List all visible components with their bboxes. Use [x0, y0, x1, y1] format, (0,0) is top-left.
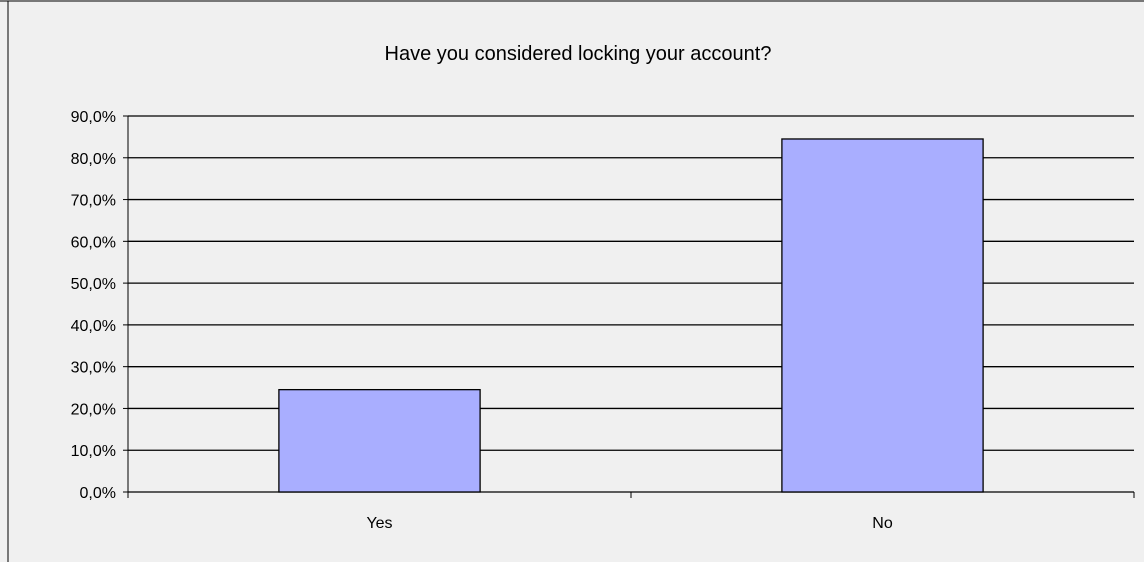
x-category-labels: Yes No: [366, 515, 892, 532]
y-tick-label: 80,0%: [71, 151, 116, 168]
chart-title: Have you considered locking your account…: [385, 43, 772, 65]
bar-yes: [278, 388, 481, 493]
y-tick-label: 20,0%: [71, 401, 116, 418]
bars: [278, 138, 984, 493]
y-tick-labels: 0,0% 10,0% 20,0% 30,0% 40,0% 50,0% 60,0% 70,0% 8…: [71, 109, 116, 502]
x-category-label: Yes: [366, 515, 392, 532]
y-tick-label: 70,0%: [71, 193, 116, 210]
bar-no: [781, 138, 984, 493]
x-category-label: No: [872, 515, 893, 532]
y-tick-label: 60,0%: [71, 234, 116, 251]
y-tick-label: 10,0%: [71, 443, 116, 460]
y-tick-label: 0,0%: [80, 485, 116, 502]
y-tick-label: 50,0%: [71, 276, 116, 293]
y-tick-label: 90,0%: [71, 109, 116, 126]
y-tick-label: 40,0%: [71, 318, 116, 335]
y-tick-label: 30,0%: [71, 360, 116, 377]
